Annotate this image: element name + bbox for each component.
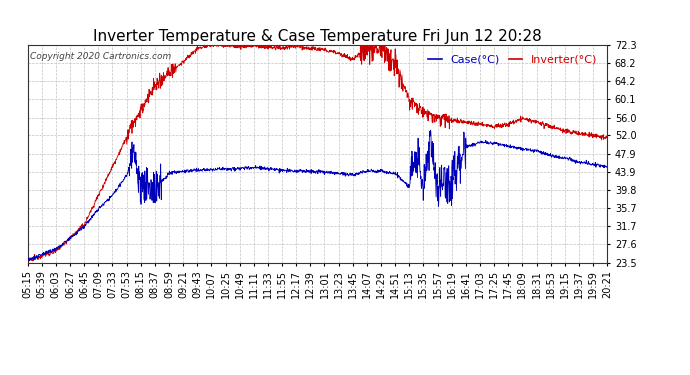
Legend: Case(°C), Inverter(°C): Case(°C), Inverter(°C) [424, 51, 602, 69]
Title: Inverter Temperature & Case Temperature Fri Jun 12 20:28: Inverter Temperature & Case Temperature … [93, 29, 542, 44]
Text: Copyright 2020 Cartronics.com: Copyright 2020 Cartronics.com [30, 51, 172, 60]
